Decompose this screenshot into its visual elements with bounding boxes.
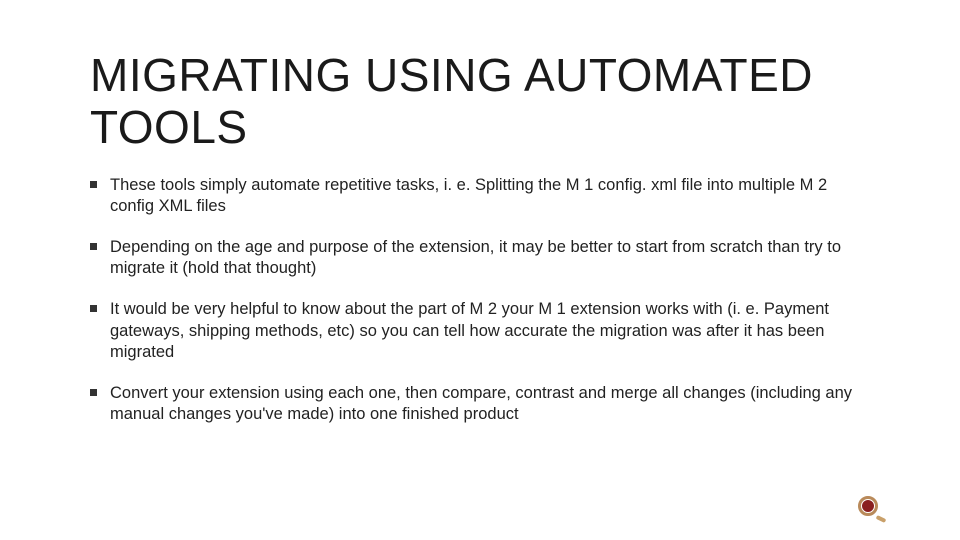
list-item: These tools simply automate repetitive t… bbox=[90, 175, 870, 217]
list-item: It would be very helpful to know about t… bbox=[90, 299, 870, 362]
slide: MIGRATING USING AUTOMATED TOOLS These to… bbox=[0, 0, 960, 540]
slide-title: MIGRATING USING AUTOMATED TOOLS bbox=[90, 50, 870, 153]
ornament-icon bbox=[858, 496, 882, 520]
list-item: Convert your extension using each one, t… bbox=[90, 383, 870, 425]
bullet-list: These tools simply automate repetitive t… bbox=[90, 175, 870, 425]
list-item: Depending on the age and purpose of the … bbox=[90, 237, 870, 279]
